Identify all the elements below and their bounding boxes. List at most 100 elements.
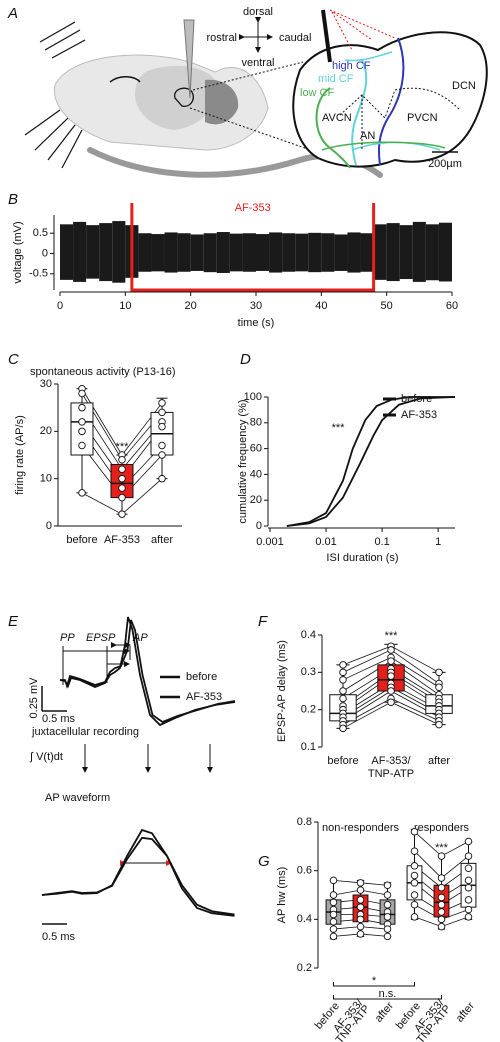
trace-segment	[295, 233, 309, 272]
cdf-line	[286, 396, 456, 527]
data-point	[410, 879, 419, 887]
data-point	[158, 408, 166, 417]
region-label: low CF	[300, 87, 335, 99]
data-point	[437, 883, 446, 892]
annotation: ***	[332, 422, 346, 434]
data-point	[464, 913, 473, 921]
data-point	[78, 418, 86, 426]
x-tick-label: 0.001	[256, 536, 284, 548]
annotation: EPSP	[86, 632, 116, 644]
legend-label: AF-353	[186, 691, 222, 703]
data-point	[329, 898, 338, 907]
data-point	[383, 881, 392, 890]
legend-label: before	[401, 393, 432, 405]
data-point	[339, 694, 347, 703]
mouse-drawing	[24, 9, 488, 178]
data-point	[158, 399, 166, 407]
data-point	[464, 896, 473, 904]
data-point	[464, 905, 473, 914]
data-point	[383, 900, 392, 909]
data-point	[464, 852, 473, 860]
data-point	[78, 389, 86, 398]
trace-segment	[99, 223, 113, 282]
y-tick-label: 20	[40, 425, 52, 437]
trace-segment	[373, 224, 387, 280]
data-point	[339, 687, 347, 695]
annotation: ***	[116, 441, 130, 453]
compass-label: ventral	[241, 57, 274, 69]
data-point	[118, 510, 126, 518]
x-tick-label: 1	[435, 536, 441, 548]
y-tick-label: 0.4	[297, 913, 312, 925]
drug-application	[130, 203, 376, 292]
data-point	[356, 922, 365, 931]
trace-segment	[412, 221, 426, 282]
legend-label: before	[186, 671, 217, 683]
x-tick-label: before	[327, 755, 358, 767]
panel-label: E	[8, 613, 19, 630]
trace-segment	[60, 224, 74, 280]
y-axis-label: AP hw (ms)	[276, 867, 288, 924]
data-point	[437, 893, 446, 902]
region-label: mid CF	[318, 73, 354, 85]
data-point	[339, 668, 347, 677]
x-tick-label: TNP-ATP	[368, 768, 414, 780]
y-tick-label: -0.5	[29, 268, 48, 280]
trace-segment	[334, 234, 348, 271]
data-point	[387, 672, 395, 680]
panel-label: F	[258, 613, 268, 630]
scale-label: 0.5 ms	[42, 931, 76, 943]
trace-segment	[151, 234, 165, 272]
data-point	[356, 930, 365, 938]
x-tick-label: 40	[315, 300, 327, 312]
data-point	[158, 474, 166, 483]
data-point	[437, 874, 446, 882]
y-tick-label: 0.3	[301, 666, 316, 678]
cdf-line	[286, 396, 455, 527]
trace-segment	[86, 225, 100, 279]
legend-label: AF-353	[401, 409, 437, 421]
data-point	[356, 886, 365, 894]
group-label: non-responders	[322, 822, 400, 834]
trace-segment	[347, 232, 361, 273]
trace-segment	[269, 232, 283, 273]
data-point	[437, 900, 446, 909]
data-point	[437, 852, 446, 860]
annotation: AP	[132, 632, 148, 644]
y-tick-label: 0.8	[297, 816, 312, 828]
region-label: AN	[360, 130, 375, 142]
data-point	[158, 451, 166, 459]
data-point	[356, 915, 365, 924]
region-label: high CF	[332, 60, 371, 72]
annotation: PP	[60, 632, 75, 644]
x-tick-label: 10	[119, 300, 131, 312]
y-tick-label: 30	[40, 378, 52, 390]
data-point	[387, 657, 395, 665]
group-label: responders	[414, 822, 470, 834]
x-tick-label: AF-353/	[371, 755, 411, 767]
data-point	[329, 932, 338, 941]
data-point	[356, 896, 365, 904]
data-point	[437, 908, 446, 916]
data-point	[410, 913, 419, 921]
data-point	[410, 847, 419, 855]
x-tick-label: 50	[381, 300, 393, 312]
scale-label: 0.25 mV	[28, 677, 40, 719]
y-tick-label: 20	[250, 494, 262, 506]
trace-segment	[242, 233, 256, 272]
panel-label: G	[258, 853, 270, 870]
trace-segment	[360, 233, 374, 272]
x-tick-label: AF-353	[104, 534, 140, 546]
x-axis-label: ISI duration (s)	[326, 552, 398, 564]
data-point	[410, 871, 419, 880]
trace-segment	[256, 234, 270, 271]
scale-label: 200µm	[428, 158, 462, 170]
data-point	[78, 489, 86, 497]
trace-line	[41, 836, 235, 916]
x-tick-label: before	[66, 534, 97, 546]
data-point	[410, 862, 419, 870]
x-tick-label: 60	[446, 300, 458, 312]
data-point	[118, 465, 126, 473]
trace-segment	[216, 232, 230, 273]
chart-title: AP waveform	[45, 792, 110, 804]
